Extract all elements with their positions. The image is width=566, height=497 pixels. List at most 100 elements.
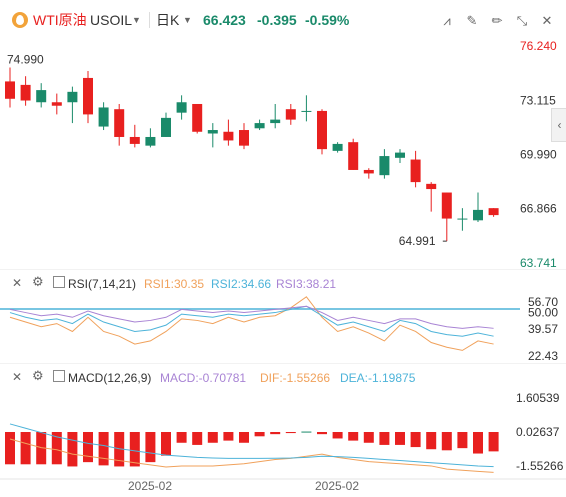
macd-legend: MACD:-0.70781 xyxy=(160,371,247,385)
oil-drop-icon xyxy=(12,12,28,28)
candle-body xyxy=(317,110,327,150)
collapse-icon[interactable]: ✕ xyxy=(12,276,23,290)
macd-bar xyxy=(457,431,468,449)
macd-bar xyxy=(67,431,78,467)
y-tick-label: 56.70 xyxy=(528,295,558,309)
candle-body xyxy=(379,156,390,176)
price-change-pct: -0.59% xyxy=(305,12,350,28)
x-tick-label: 2025-02 xyxy=(315,479,359,493)
macd-bar xyxy=(270,431,281,435)
symbol-code[interactable]: USOIL xyxy=(90,12,133,28)
draw-tool-icon[interactable]: ✏ xyxy=(491,13,503,28)
rsi-line-rsi2 xyxy=(9,305,494,337)
candle-body xyxy=(223,131,234,141)
candle-body xyxy=(441,192,452,219)
dif-line xyxy=(9,438,494,473)
macd-bar xyxy=(488,431,499,452)
macd-bar xyxy=(51,431,62,465)
y-tick-label: 39.57 xyxy=(528,322,558,336)
candle-body xyxy=(457,218,468,220)
y-tick-label: 50.00 xyxy=(528,306,558,320)
rsi-line-rsi1 xyxy=(9,296,494,351)
macd-header: ✕ ⚙ MACD(12,26,9) MACD:-0.70781 DIF:-1.5… xyxy=(0,366,566,388)
x-tick-label: 2025-02 xyxy=(128,479,172,493)
rsi-header: ✕ ⚙ RSI(7,14,21) RSI1:30.35 RSI2:34.66 R… xyxy=(0,272,566,294)
symbol-dropdown-icon[interactable]: ▼ xyxy=(132,15,141,25)
candle-body xyxy=(410,159,421,183)
rsi1-legend: RSI1:30.35 xyxy=(144,277,205,291)
y-tick-label: 66.866 xyxy=(520,202,557,216)
y-tick-label: -1.55266 xyxy=(516,459,564,473)
y-tick-label: 1.60539 xyxy=(516,391,560,405)
candle-body xyxy=(488,208,499,216)
indicator-icon[interactable] xyxy=(53,276,65,288)
dif-legend: DIF:-1.55266 xyxy=(260,371,331,385)
candle-body xyxy=(145,136,156,146)
header-divider xyxy=(149,12,150,28)
close-icon[interactable]: ✕ xyxy=(541,13,553,28)
period-selector[interactable]: 日K xyxy=(156,12,180,28)
macd-bar xyxy=(145,431,156,463)
dea-line xyxy=(9,423,494,468)
macd-bar xyxy=(285,431,296,434)
candle-body xyxy=(20,84,31,101)
y-tick-label: 76.240 xyxy=(520,39,557,53)
rsi3-legend: RSI3:38.21 xyxy=(276,277,337,291)
side-expand-tab[interactable]: ‹ xyxy=(551,108,566,142)
candle-body xyxy=(51,102,62,106)
candle-body xyxy=(348,142,359,170)
candle-body xyxy=(67,91,78,103)
y-tick-label: 73.115 xyxy=(520,93,556,107)
candle-body xyxy=(426,183,437,190)
macd-bar xyxy=(192,431,203,445)
candle-body xyxy=(114,109,125,137)
y-tick-label: 0.02637 xyxy=(516,425,560,439)
macd-bar xyxy=(301,431,312,433)
candle-body xyxy=(83,77,93,115)
brush-icon[interactable]: ✎ xyxy=(466,13,478,28)
high-annotation: 74.990 xyxy=(7,53,44,67)
macd-bar xyxy=(239,431,249,443)
y-tick-label: 22.43 xyxy=(528,349,558,363)
macd-bar xyxy=(98,431,109,466)
macd-bar xyxy=(83,431,93,463)
candle-body xyxy=(36,90,47,103)
candle-body xyxy=(239,130,249,146)
candle-body xyxy=(285,109,296,120)
macd-bar xyxy=(426,431,437,450)
macd-bar xyxy=(161,431,171,456)
candle-body xyxy=(192,103,203,132)
macd-bar xyxy=(332,431,343,439)
macd-title: MACD(12,26,9) xyxy=(68,371,152,385)
candle-body xyxy=(176,102,187,113)
line-tool-icon[interactable]: ⩘ xyxy=(443,13,451,28)
candle-body xyxy=(98,107,109,127)
candle-body xyxy=(129,136,140,144)
chart-header: WTI原油 USOIL ▼ 日K ▼ 66.423 -0.395 -0.59% … xyxy=(0,0,566,40)
macd-bar xyxy=(395,431,405,445)
rsi-title: RSI(7,14,21) xyxy=(68,277,137,291)
y-tick-label: 69.990 xyxy=(520,148,557,162)
macd-bar xyxy=(129,431,140,467)
macd-bar xyxy=(207,431,218,443)
indicator-icon[interactable] xyxy=(53,370,65,382)
macd-bar xyxy=(410,431,421,448)
y-tick-label: 63.741 xyxy=(520,256,557,270)
macd-bar xyxy=(176,431,187,443)
macd-bar xyxy=(5,431,15,465)
candle-body xyxy=(301,110,312,112)
candle-body xyxy=(395,152,405,158)
settings-icon[interactable]: ⚙ xyxy=(32,274,44,289)
macd-bar xyxy=(254,431,265,437)
rsi-line-rsi3 xyxy=(9,305,494,329)
settings-icon[interactable]: ⚙ xyxy=(32,368,44,383)
candle-body xyxy=(270,119,281,124)
rsi2-legend: RSI2:34.66 xyxy=(211,277,272,291)
price-change: -0.395 xyxy=(257,12,297,28)
macd-bar xyxy=(363,431,374,443)
macd-bar xyxy=(20,431,31,465)
fullscreen-icon[interactable]: ⤡ xyxy=(516,13,528,28)
collapse-icon[interactable]: ✕ xyxy=(12,370,23,384)
period-dropdown-icon[interactable]: ▼ xyxy=(183,15,192,25)
